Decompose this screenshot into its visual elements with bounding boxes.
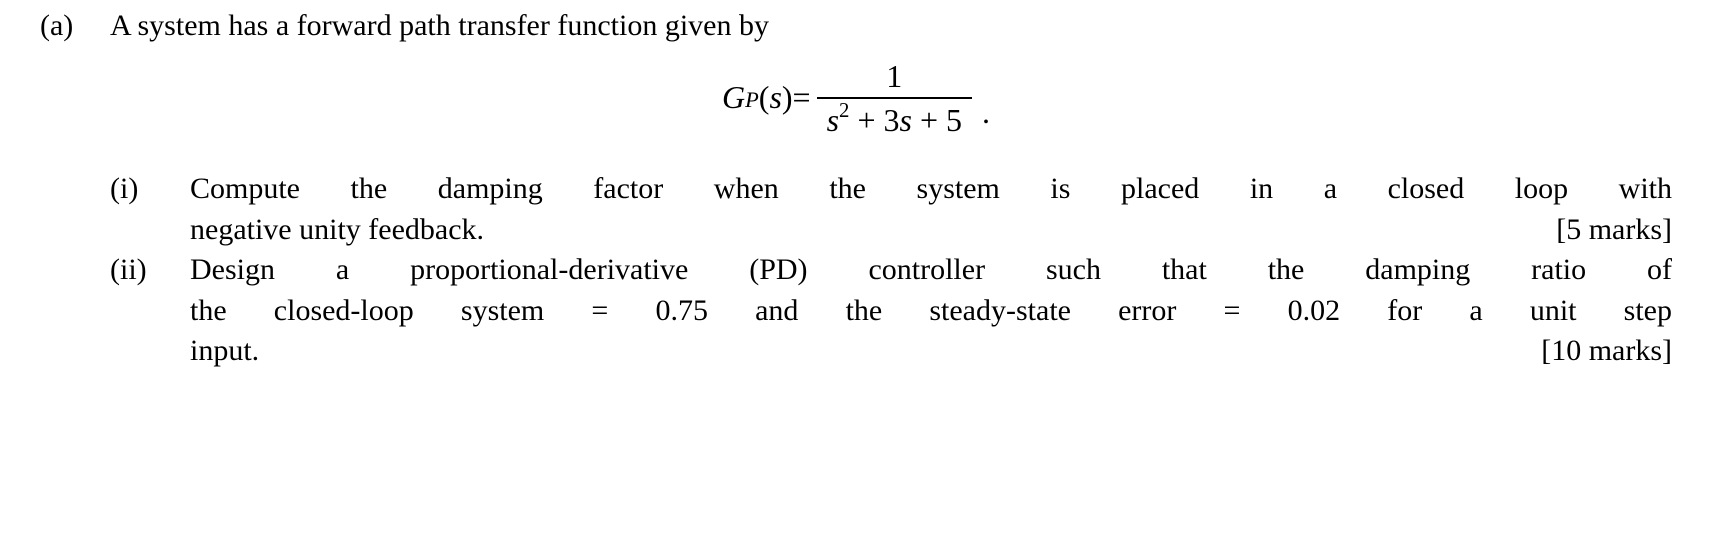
eq-equals: = xyxy=(793,79,811,116)
transfer-function-equation: GP(s) = 1 s2 + 3s + 5 . xyxy=(722,57,990,140)
page: (a) A system has a forward path transfer… xyxy=(0,0,1712,542)
subpart-ii-last-text: input. xyxy=(190,331,259,372)
eq-den-p2: + 5 xyxy=(912,102,962,138)
eq-numerator: 1 xyxy=(876,57,912,95)
subpart-ii-line1: Design a proportional-derivative (PD) co… xyxy=(190,250,1672,291)
subpart-ii-label: (ii) xyxy=(110,250,190,291)
subparts: (i) Compute the damping factor when the … xyxy=(110,169,1672,372)
equation-block: GP(s) = 1 s2 + 3s + 5 . xyxy=(40,57,1672,140)
eq-den-s: s xyxy=(827,102,839,138)
eq-den-p1: + 3 xyxy=(849,102,899,138)
eq-period: . xyxy=(982,94,990,139)
subpart-ii-marks: [10 marks] xyxy=(1541,331,1672,372)
part-a-row: (a) A system has a forward path transfer… xyxy=(40,6,1672,47)
subpart-ii: (ii) Design a proportional-derivative (P… xyxy=(110,250,1672,372)
eq-lhs-G: G xyxy=(722,79,745,116)
subpart-ii-lastline: input. [10 marks] xyxy=(190,331,1672,372)
part-label: (a) xyxy=(40,6,110,47)
eq-paren-close: ) xyxy=(782,79,793,116)
subpart-ii-body: Design a proportional-derivative (PD) co… xyxy=(190,250,1672,372)
subpart-i-body: Compute the damping factor when the syst… xyxy=(190,169,1672,250)
subpart-i-label: (i) xyxy=(110,169,190,210)
eq-fraction: 1 s2 + 3s + 5 xyxy=(817,57,972,140)
subpart-i-line1: Compute the damping factor when the syst… xyxy=(190,169,1672,210)
subpart-ii-line2: the closed-loop system = 0.75 and the st… xyxy=(190,291,1672,332)
eq-den-s2: s xyxy=(900,102,912,138)
eq-den-sup: 2 xyxy=(839,99,849,122)
subpart-i-marks: [5 marks] xyxy=(1556,210,1672,251)
subpart-i-last-text: negative unity feedback. xyxy=(190,210,484,251)
eq-denominator: s2 + 3s + 5 xyxy=(817,101,972,139)
eq-paren-open: ( xyxy=(759,79,770,116)
subpart-i: (i) Compute the damping factor when the … xyxy=(110,169,1672,250)
intro-text: A system has a forward path transfer fun… xyxy=(110,6,1672,47)
eq-lhs-sub: P xyxy=(745,87,759,113)
subpart-i-lastline: negative unity feedback. [5 marks] xyxy=(190,210,1672,251)
eq-arg-s: s xyxy=(769,79,781,116)
